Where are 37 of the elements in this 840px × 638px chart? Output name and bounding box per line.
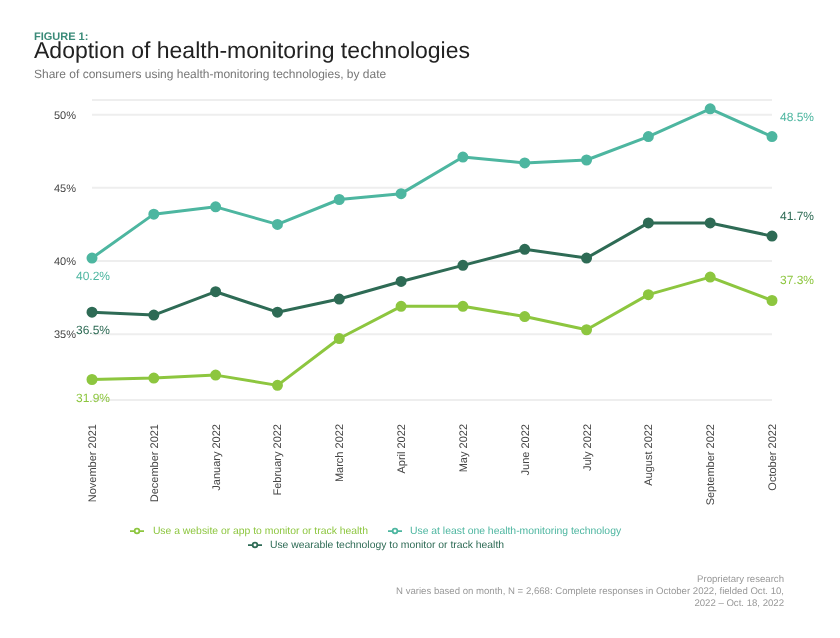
point [766,294,778,306]
point [519,311,531,323]
point [333,194,345,206]
point [581,252,593,264]
point [581,324,593,336]
point [395,300,407,312]
point [86,306,98,318]
point [457,151,469,163]
point [704,103,716,115]
point [271,379,283,391]
point [86,252,98,264]
point [210,369,222,381]
point [519,243,531,255]
point [642,289,654,301]
point [642,217,654,229]
point [86,374,98,386]
point [210,201,222,213]
point [457,300,469,312]
point [210,286,222,298]
point [457,259,469,271]
point [581,154,593,166]
point [766,131,778,143]
point [148,208,160,220]
chart-title: Adoption of health-monitoring technologies [34,40,471,64]
point [519,157,531,169]
point [704,217,716,229]
point [148,372,160,384]
point [642,131,654,143]
point [395,275,407,287]
point [333,293,345,305]
point [395,188,407,200]
point [704,271,716,283]
point [766,230,778,242]
point [271,218,283,230]
point [271,306,283,318]
point [148,309,160,321]
point [333,333,345,345]
